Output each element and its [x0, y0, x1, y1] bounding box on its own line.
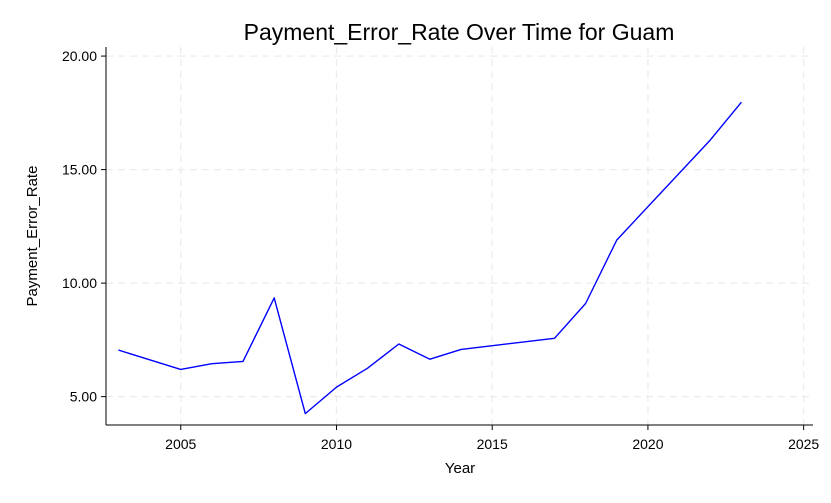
series-line — [118, 101, 742, 415]
y-tick-label: 5.00 — [70, 389, 97, 405]
series — [118, 101, 742, 415]
x-tick-label: 2015 — [477, 436, 508, 452]
x-tick-label: 2010 — [321, 436, 352, 452]
grid — [106, 47, 813, 425]
x-axis-label: Year — [445, 460, 475, 477]
chart-title: Payment_Error_Rate Over Time for Guam — [244, 19, 675, 45]
y-tick-label: 15.00 — [62, 162, 97, 178]
y-tick-label: 20.00 — [62, 48, 97, 64]
x-tick-label: 2005 — [165, 436, 196, 452]
x-tick-label: 2025 — [788, 436, 819, 452]
y-ticks: 5.00 10.00 15.00 20.00 — [62, 48, 106, 405]
x-tick-label: 2020 — [632, 436, 663, 452]
axes — [105, 47, 813, 426]
x-ticks: 2005 2010 2015 2020 2025 — [165, 425, 819, 452]
y-axis-label: Payment_Error_Rate — [24, 166, 41, 307]
y-tick-label: 10.00 — [62, 275, 97, 291]
